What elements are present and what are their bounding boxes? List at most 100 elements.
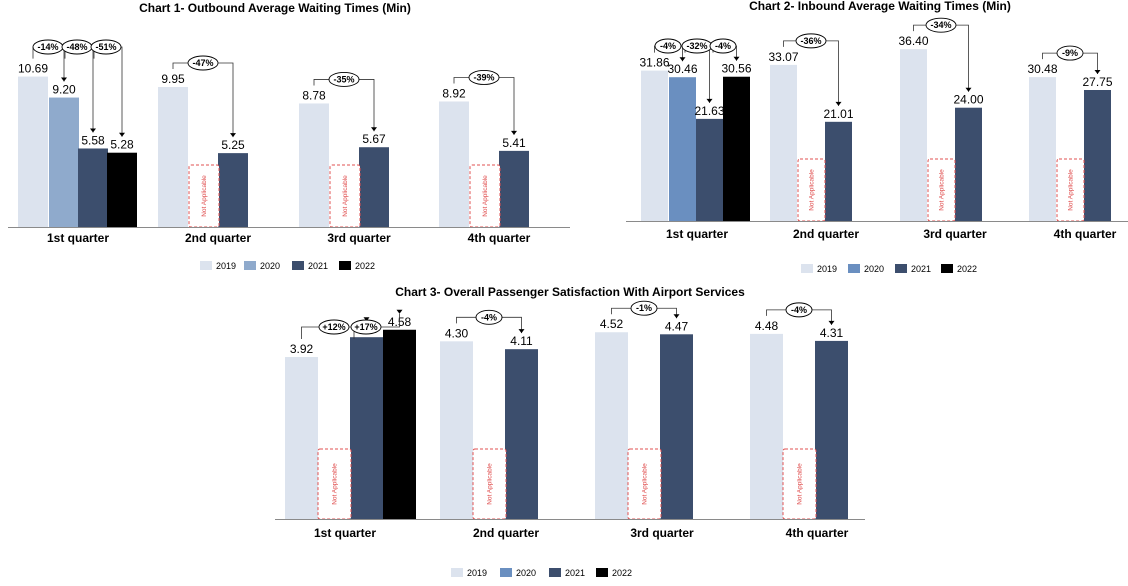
change-bubble (475, 309, 503, 325)
change-label: -4% (660, 41, 676, 51)
not-applicable-label: Not Applicable (642, 463, 649, 505)
legend-swatch (292, 261, 304, 270)
data-label: 8.78 (302, 88, 326, 102)
change-label: -39% (473, 72, 494, 82)
bar (955, 107, 982, 221)
data-label: 4.47 (665, 319, 689, 333)
arrow-head (396, 309, 403, 314)
legend-label: 2022 (355, 261, 375, 271)
bar (439, 101, 469, 227)
legend-label: 2021 (308, 261, 328, 271)
change-label: -14% (37, 42, 58, 52)
chart-2: Chart 2- Inbound Average Waiting Times (… (626, 0, 1128, 274)
arrow-head (511, 130, 517, 135)
arrow-head (679, 57, 686, 62)
arrow-head (90, 128, 96, 133)
legend-swatch (848, 264, 860, 273)
data-label: 24.00 (953, 93, 983, 107)
arrow-head (835, 101, 842, 106)
arrow-head (1094, 69, 1101, 74)
data-label: 9.95 (161, 72, 185, 86)
arrow-head (61, 77, 67, 82)
arrow-head (371, 127, 377, 132)
data-label: 21.01 (823, 107, 853, 121)
arrow-head (518, 329, 525, 334)
change-bubble (1056, 45, 1084, 61)
arrow-head (965, 87, 972, 92)
legend-swatch (339, 261, 351, 270)
data-label: 4.48 (755, 319, 779, 333)
change-label: -34% (930, 20, 951, 30)
change-label: -4% (791, 305, 807, 315)
legend-label: 2020 (516, 568, 536, 578)
change-label: -32% (686, 41, 707, 51)
not-applicable-label: Not Applicable (342, 175, 349, 217)
tick-label: 1st quarter (314, 526, 376, 540)
bar (440, 341, 473, 519)
legend-label: 2019 (216, 261, 236, 271)
data-label: 4.52 (600, 317, 624, 331)
bar (78, 148, 108, 227)
change-label: -1% (636, 303, 652, 313)
not-applicable-label: Not Applicable (201, 175, 208, 217)
legend-swatch (941, 264, 953, 273)
data-label: 8.92 (442, 86, 466, 100)
legend-swatch (500, 568, 512, 577)
not-applicable-label: Not Applicable (482, 175, 489, 217)
bar (696, 118, 723, 221)
not-applicable-label: Not Applicable (487, 463, 494, 505)
data-label: 5.67 (362, 132, 386, 146)
data-label: 5.25 (221, 138, 245, 152)
bar (383, 329, 416, 519)
data-label: 31.86 (639, 56, 669, 70)
change-label: -35% (333, 74, 354, 84)
arrow-head (706, 98, 713, 103)
bar (49, 97, 79, 228)
change-bubble (654, 38, 682, 54)
tick-label: 1st quarter (666, 227, 728, 241)
change-bubble (630, 300, 658, 316)
bar (815, 340, 848, 519)
arrow-head (363, 317, 370, 322)
legend-label: 2022 (612, 568, 632, 578)
change-bubble (90, 39, 122, 55)
legend-swatch (244, 261, 256, 270)
legend-label: 2022 (957, 264, 977, 274)
tick-label: 2nd quarter (185, 231, 251, 245)
change-bubble (785, 302, 813, 318)
not-applicable-box (797, 158, 826, 222)
data-label: 9.20 (52, 83, 76, 97)
bar (350, 337, 383, 519)
data-label: 30.56 (721, 62, 751, 76)
bar (595, 332, 628, 519)
tick-label: 2nd quarter (793, 227, 859, 241)
data-label: 4.30 (445, 326, 469, 340)
data-label: 30.46 (667, 62, 697, 76)
change-label: -47% (192, 58, 213, 68)
bar (669, 77, 696, 221)
data-label: 27.75 (1082, 75, 1112, 89)
data-label: 4.31 (820, 326, 844, 340)
data-label: 4.11 (510, 334, 533, 348)
data-label: 30.48 (1027, 62, 1057, 76)
bar (641, 70, 668, 222)
legend-label: 2019 (817, 264, 837, 274)
bar (900, 49, 927, 221)
change-label: -48% (66, 42, 87, 52)
change-bubble (328, 72, 360, 87)
legend-label: 2020 (260, 261, 280, 271)
arrow-head (230, 133, 236, 138)
change-label: -36% (800, 36, 821, 46)
data-label: 5.28 (110, 138, 134, 152)
data-label: 3.92 (290, 342, 314, 356)
arrow-head (828, 320, 835, 325)
bar (299, 103, 329, 227)
tick-label: 4th quarter (468, 231, 531, 245)
not-applicable-label: Not Applicable (809, 169, 816, 211)
data-label: 36.40 (898, 34, 928, 48)
change-label: -51% (95, 42, 116, 52)
data-label: 5.41 (502, 136, 526, 150)
not-applicable-label: Not Applicable (1068, 169, 1075, 211)
not-applicable-label: Not Applicable (797, 463, 804, 505)
